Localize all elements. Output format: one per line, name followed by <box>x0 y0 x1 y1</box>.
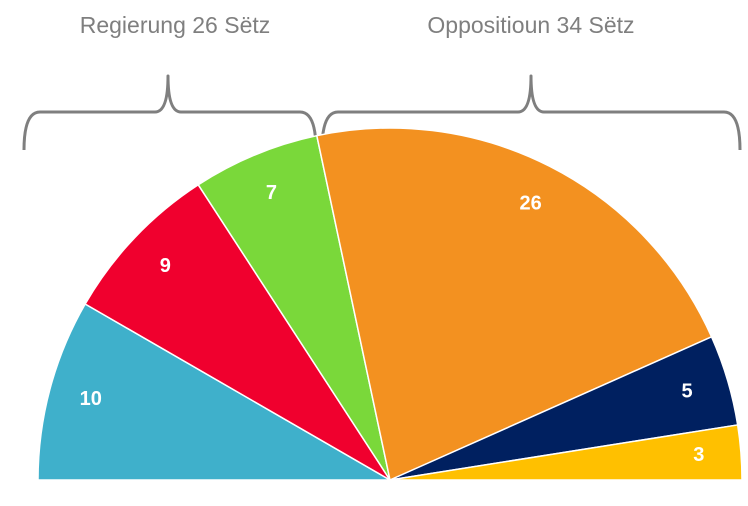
data-label: 3 <box>693 444 704 466</box>
bracket <box>320 74 742 151</box>
data-label: 10 <box>80 388 102 410</box>
slice <box>197 134 391 481</box>
data-label: 5 <box>681 380 692 402</box>
annotation: Regierung 26 Sëtz <box>80 12 271 38</box>
data-label: 9 <box>160 255 171 277</box>
annotation: Oppositioun 34 Sëtz <box>427 12 634 38</box>
bracket <box>22 74 318 151</box>
slice <box>37 302 393 481</box>
slice <box>389 424 743 481</box>
data-label: 26 <box>520 192 542 214</box>
slice <box>315 127 713 482</box>
data-label: 7 <box>266 182 277 204</box>
slice <box>84 183 391 481</box>
